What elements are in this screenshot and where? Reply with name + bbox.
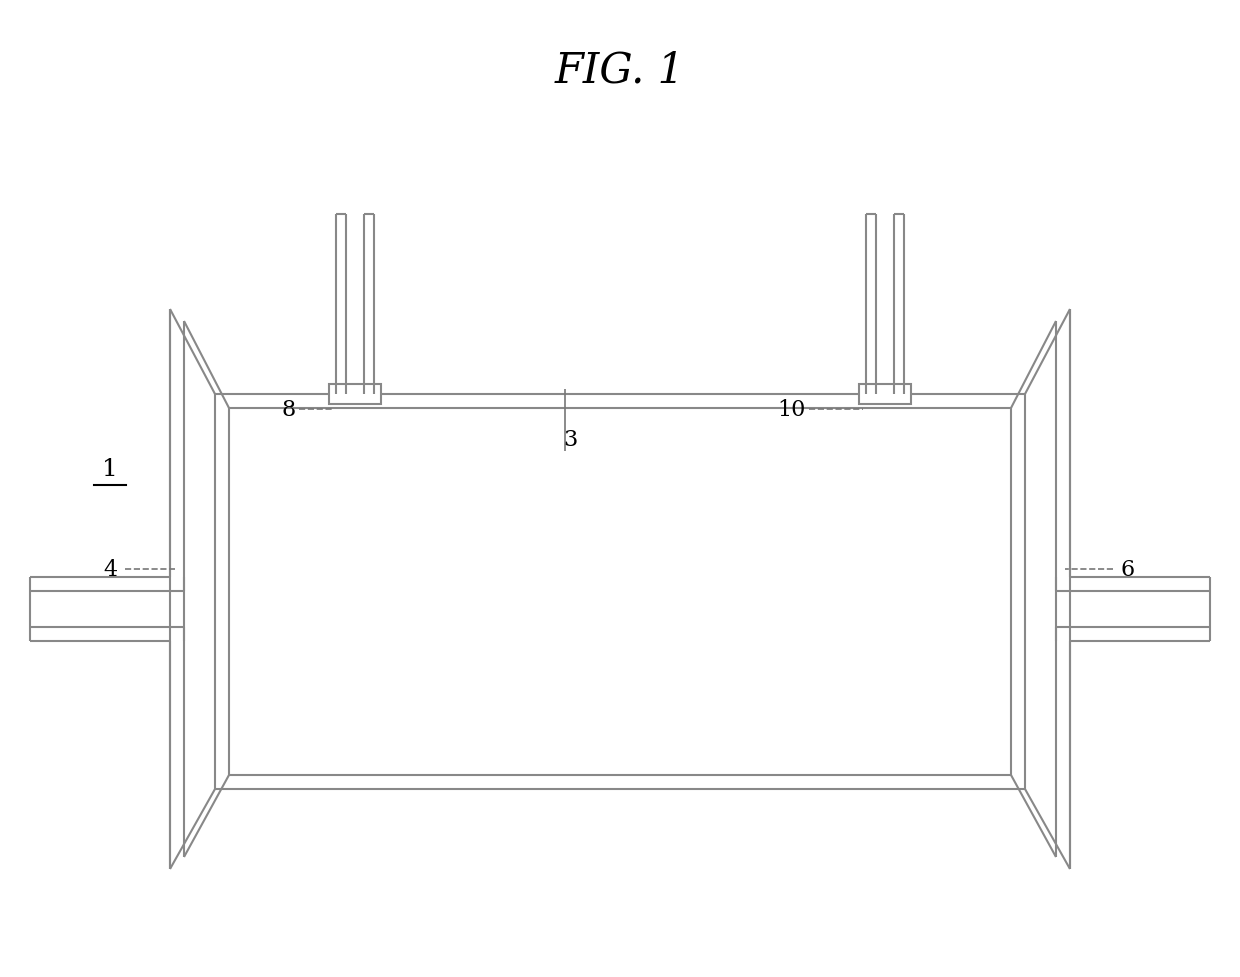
Text: 3: 3 — [563, 429, 577, 450]
Bar — [859, 385, 911, 404]
Bar — [215, 395, 1025, 789]
Text: 10: 10 — [777, 399, 806, 420]
Text: 6: 6 — [1121, 559, 1135, 580]
Text: 1: 1 — [102, 458, 118, 481]
Text: 8: 8 — [281, 399, 296, 420]
Text: FIG. 1: FIG. 1 — [556, 50, 684, 92]
Text: 4: 4 — [103, 559, 117, 580]
Bar — [329, 385, 381, 404]
Bar — [229, 408, 1011, 775]
